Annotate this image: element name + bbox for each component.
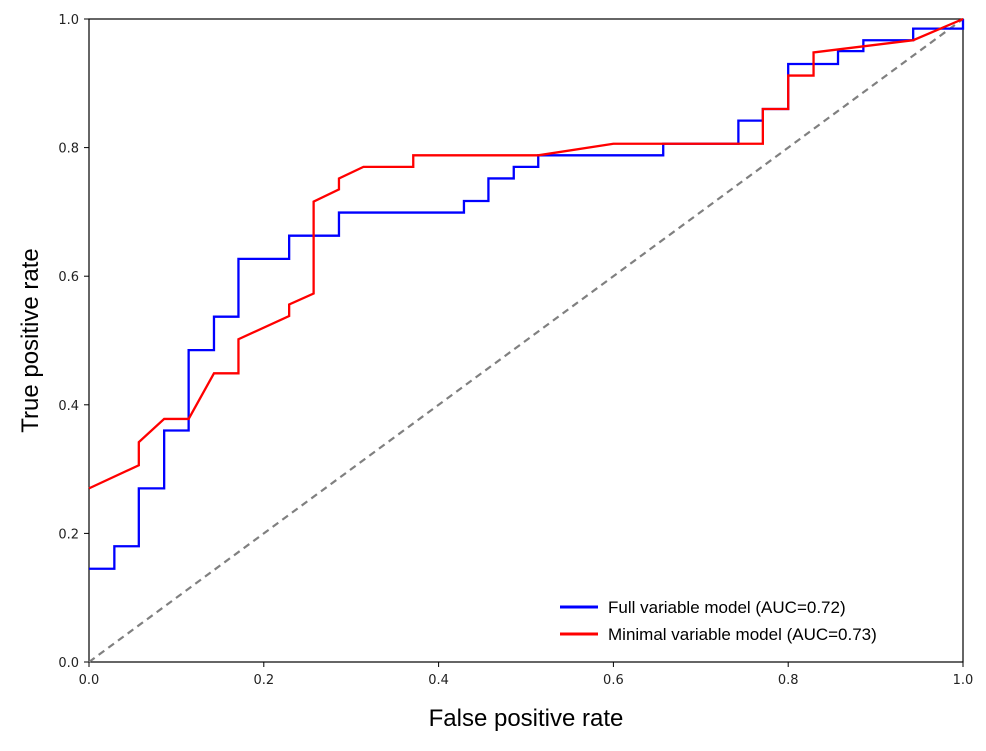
y-tick-label: 0.0 [58,656,79,671]
x-axis-label: False positive rate [429,705,624,732]
axis-ticks: 0.0 0.2 0.4 0.6 0.8 1.0 0.0 0.2 0.4 0.6 0.8 1.0 [58,13,973,688]
x-tick-label: 0.0 [79,673,100,688]
x-tick-label: 0.8 [778,673,799,688]
y-tick-label: 0.2 [58,527,79,542]
y-tick-label: 0.4 [58,399,79,414]
y-axis-label: True positive rate [17,248,44,433]
series-line-full-variable-model [89,19,965,570]
x-tick-label: 0.4 [428,673,449,688]
legend: Full variable model (AUC=0.72) Minimal va… [560,598,877,644]
x-tick-label: 0.2 [253,673,274,688]
y-tick-label: 1.0 [58,13,79,28]
reference-diagonal-line [88,18,964,663]
x-tick-label: 0.6 [603,673,624,688]
legend-entry-label: Minimal variable model (AUC=0.73) [608,625,877,644]
series-line-minimal-variable-model [88,17,964,490]
x-tick-label: 1.0 [953,673,974,688]
plot-frame [88,18,964,663]
plot-area [88,17,965,663]
y-tick-label: 0.6 [58,270,79,285]
legend-entry-label: Full variable model (AUC=0.72) [608,598,846,617]
y-tick-label: 0.8 [58,142,79,157]
